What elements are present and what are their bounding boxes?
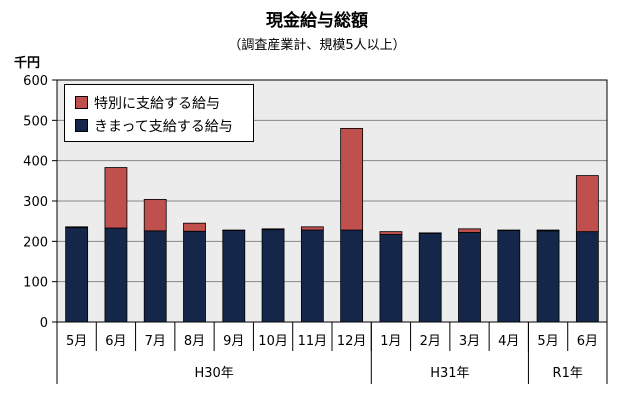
legend-label-bonus: 特別に支給する給与	[94, 95, 220, 112]
x-tick-label: 6月	[105, 334, 126, 349]
x-tick-label: 9月	[223, 334, 244, 349]
bar-regular	[458, 232, 481, 323]
bar-bonus	[300, 226, 324, 231]
x-group-label: R1年	[553, 366, 583, 381]
bars	[65, 127, 599, 323]
bar-regular	[536, 230, 560, 323]
legend-swatch-regular	[75, 119, 88, 132]
y-axis-unit-label: 千円	[14, 56, 41, 71]
bar-regular	[497, 230, 521, 323]
bar-regular	[65, 227, 89, 323]
bar-regular	[222, 230, 246, 323]
bar-regular	[340, 229, 364, 323]
x-tick-label: 7月	[145, 334, 166, 349]
legend-item-bonus: 特別に支給する給与	[75, 91, 253, 114]
bar-regular	[575, 231, 599, 323]
x-tick-label: 2月	[420, 334, 441, 349]
bar-regular	[300, 229, 324, 323]
bar-regular	[143, 230, 167, 323]
bar-bonus	[261, 228, 285, 231]
bar-regular	[261, 229, 285, 323]
bar-bonus	[458, 228, 481, 233]
bar-bonus	[340, 127, 364, 231]
x-tick-label: 5月	[66, 334, 87, 349]
bar-bonus	[183, 222, 206, 232]
y-axis-ticks: 0 100 200 300 400 500 600	[23, 74, 57, 331]
bar-regular	[183, 230, 206, 323]
bar-regular	[379, 234, 403, 323]
y-tick-label: 0	[40, 316, 48, 331]
x-tick-label: 10月	[258, 334, 288, 349]
bar-bonus	[497, 229, 521, 231]
bar-bonus	[143, 198, 167, 232]
bar-bonus	[379, 231, 403, 235]
y-tick-label: 100	[23, 276, 48, 291]
x-tick-label: 12月	[337, 334, 367, 349]
bar-regular	[418, 232, 442, 323]
y-tick-label: 200	[23, 235, 48, 250]
x-group-label: H31年	[430, 366, 469, 381]
chart-title: 現金給与総額	[266, 11, 368, 31]
bar-regular	[104, 227, 128, 323]
x-tick-label: 6月	[577, 334, 598, 349]
x-axis: 5月 6月 7月 8月 9月 10月 11月 12月 1月 2月 3月 4月 5月 6月 H30年 H31年 R…	[56, 322, 608, 384]
x-tick-label: 1月	[380, 334, 401, 349]
bar-bonus	[418, 232, 442, 234]
legend: 特別に支給する給与 きまって支給する給与	[64, 84, 254, 142]
x-tick-label: 4月	[498, 334, 519, 349]
bar-bonus	[536, 229, 560, 232]
bar-bonus	[575, 175, 599, 233]
y-tick-label: 400	[23, 155, 48, 170]
x-tick-label: 11月	[298, 334, 328, 349]
x-tick-label: 8月	[184, 334, 205, 349]
bar-bonus	[104, 167, 128, 229]
bar-bonus	[65, 226, 89, 229]
x-tick-label: 5月	[537, 334, 558, 349]
legend-label-regular: きまって支給する給与	[94, 118, 233, 135]
chart-subtitle: （調査産業計、規模5人以上）	[228, 38, 406, 53]
x-group-label: H30年	[194, 366, 233, 381]
x-tick-label: 3月	[459, 334, 480, 349]
legend-swatch-bonus	[75, 96, 88, 109]
y-tick-label: 600	[23, 74, 48, 89]
y-tick-label: 500	[23, 114, 48, 129]
legend-item-regular: きまって支給する給与	[75, 114, 253, 137]
y-tick-label: 300	[23, 195, 48, 210]
bar-bonus	[222, 229, 246, 231]
